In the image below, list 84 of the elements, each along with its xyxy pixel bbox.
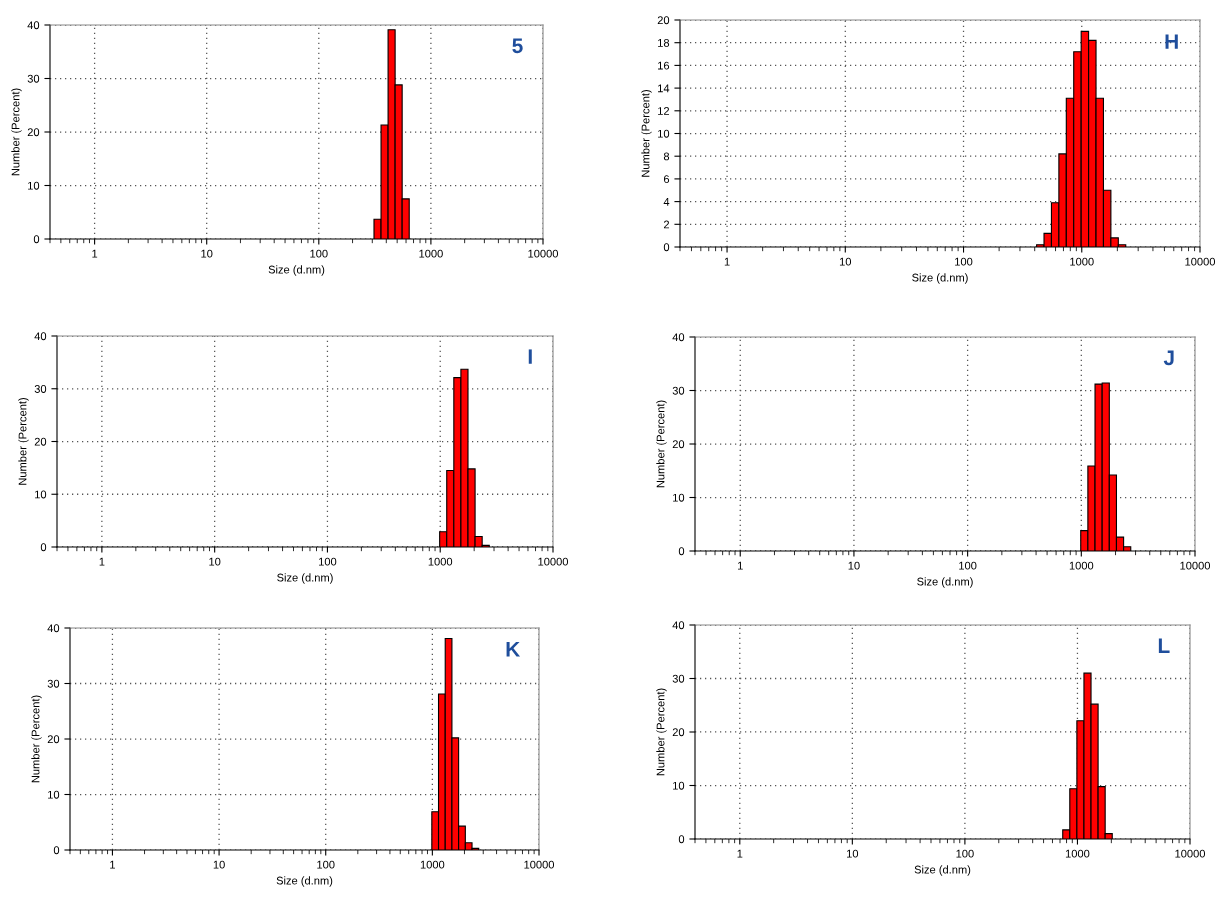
x-tick-label: 1000 [420,860,445,869]
y-tick-label: 18 [658,38,670,47]
x-axis-title: Size (d.nm) [917,577,973,588]
y-axis-title: Number (Percent) [641,90,652,177]
x-tick-label: 10000 [538,557,569,566]
y-tick-label: 8 [663,152,670,161]
y-tick-label: 30 [34,385,47,393]
y-tick-label: 14 [658,84,670,93]
x-tick-label: 1000 [428,557,453,566]
y-tick-label: 12 [658,107,670,115]
y-tick-label: 20 [34,437,47,446]
y-tick-label: 20 [657,16,670,25]
x-axis-title: Size (d.nm) [268,265,325,276]
y-tick-label: 40 [47,624,60,633]
y-tick-label: 10 [35,490,47,499]
y-tick-label: 40 [672,621,685,630]
x-tick-label: 1 [737,849,743,858]
x-tick-label: 100 [319,557,337,566]
x-tick-label: 10 [839,257,852,266]
x-tick-label: 1 [99,557,105,566]
y-tick-label: 10 [673,493,685,502]
y-axis-title: Number (Percent) [31,695,42,783]
y-tick-label: 40 [27,21,40,30]
x-tick-label: 1000 [1069,561,1094,570]
y-tick-label: 10 [48,790,60,799]
y-tick-label: 20 [672,440,685,449]
y-tick-label: 40 [672,333,685,342]
x-tick-label: 1000 [1070,257,1094,266]
y-tick-label: 0 [53,846,60,855]
x-tick-label: 100 [317,860,335,869]
x-tick-label: 100 [955,257,973,266]
x-axis-title: Size (d.nm) [912,273,968,284]
y-tick-label: 30 [27,74,40,83]
y-tick-label: 30 [672,386,685,395]
annotation: L [1158,638,1170,653]
y-tick-label: 10 [28,181,40,190]
y-tick-label: 0 [33,235,40,244]
annotation: 5 [512,38,523,54]
x-axis-title: Size (d.nm) [277,573,333,584]
x-axis-title: Size (d.nm) [914,865,971,876]
y-axis-title: Number (Percent) [11,88,22,176]
x-tick-label: 10000 [1180,561,1211,570]
x-tick-label: 1000 [1065,849,1090,858]
y-tick-label: 0 [678,835,685,844]
annotation: J [1163,350,1174,366]
x-tick-label: 1 [92,249,98,258]
y-tick-label: 0 [40,543,47,552]
x-tick-label: 10 [848,561,860,570]
y-tick-label: 40 [34,332,47,341]
y-tick-label: 0 [663,243,670,252]
x-tick-label: 100 [959,561,977,570]
x-tick-label: 1 [110,860,115,869]
annotation: H [1165,34,1178,49]
x-tick-label: 1 [724,257,730,266]
annotation: K [506,642,521,657]
x-tick-label: 10 [201,249,213,258]
y-axis-title: Number (Percent) [18,398,29,485]
y-tick-label: 16 [658,61,670,70]
x-axis-title: Size (d.nm) [276,876,333,887]
x-tick-label: 10000 [524,860,555,869]
y-tick-label: 10 [658,129,670,138]
y-tick-label: 20 [27,128,40,137]
y-tick-label: 30 [47,679,60,688]
annotation: I [528,349,532,364]
x-tick-label: 10 [209,557,221,566]
y-tick-label: 30 [672,674,685,683]
y-tick-label: 20 [672,728,685,737]
y-axis-title: Number (Percent) [656,400,667,488]
y-tick-label: 2 [663,220,670,229]
y-axis-title: Number (Percent) [656,688,667,776]
x-tick-label: 1000 [419,249,443,258]
y-tick-label: 0 [678,547,685,556]
y-tick-label: 20 [47,735,60,744]
y-tick-label: 10 [673,781,685,790]
y-tick-label: 6 [663,175,670,184]
x-tick-label: 10000 [1185,257,1216,266]
x-tick-label: 1 [738,561,743,570]
x-tick-label: 100 [310,249,328,258]
x-tick-label: 10000 [528,249,559,258]
x-tick-label: 10 [847,849,859,858]
y-tick-label: 4 [663,197,670,206]
x-tick-label: 10 [213,860,225,869]
x-tick-label: 10000 [1175,849,1206,858]
x-tick-label: 100 [956,849,974,858]
